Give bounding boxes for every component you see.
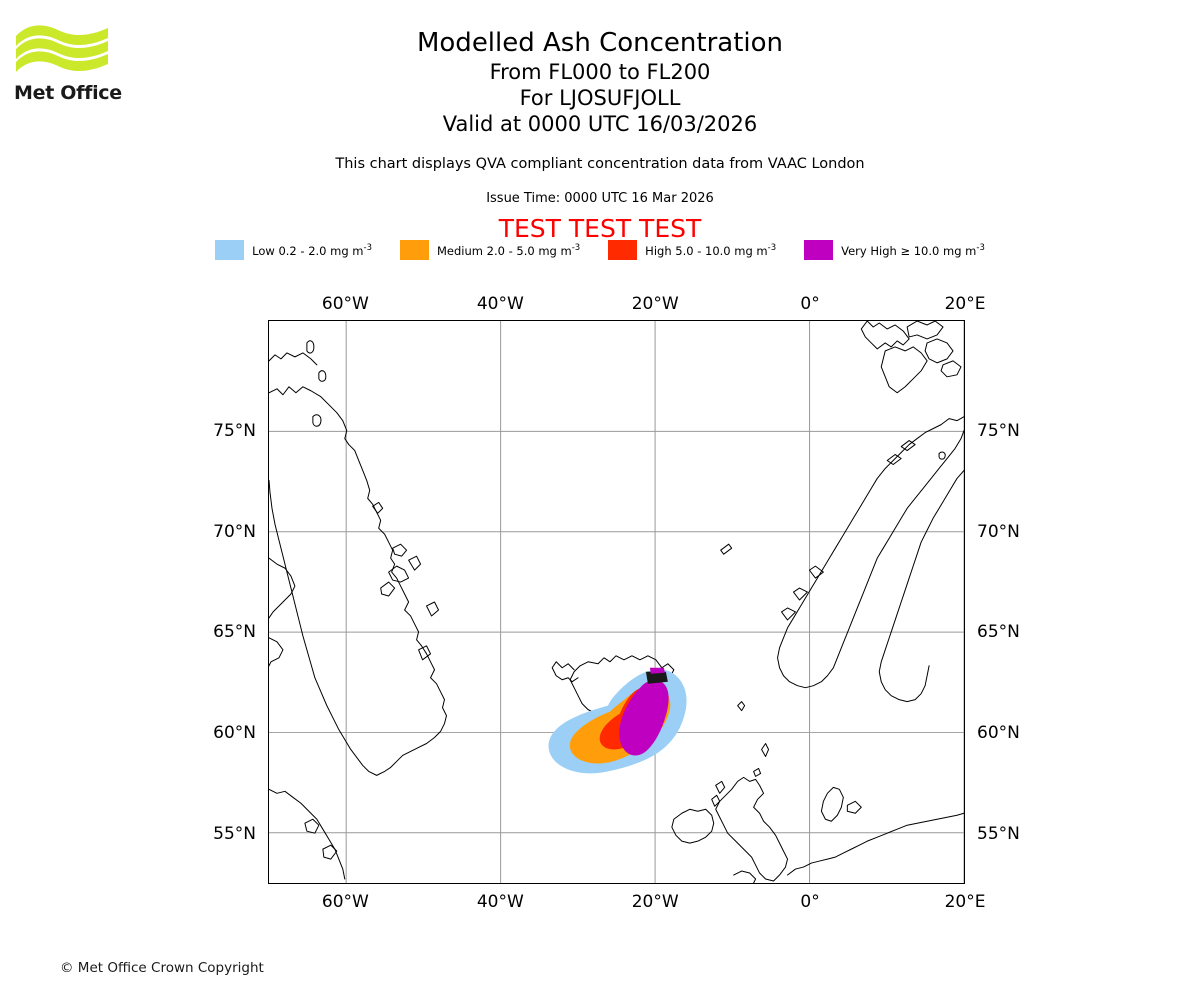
coastline-outer-hebrides xyxy=(715,780,726,794)
lat-label-left-70n: 70°N xyxy=(213,521,256,542)
coastline-great-britain xyxy=(715,776,789,882)
coastline-fjord-2 xyxy=(792,587,808,601)
coastline-jan-mayen xyxy=(720,543,733,555)
test-banner: TEST TEST TEST xyxy=(498,214,702,243)
coastline-greenland xyxy=(269,386,447,776)
lat-label-right-70n: 70°N xyxy=(977,521,1020,542)
coastline-greenland-fjord-7 xyxy=(418,645,432,661)
lon-label-bottom-60w: 60°W xyxy=(321,892,369,912)
coastline-labrador xyxy=(269,788,346,880)
valid-time: Valid at 0000 UTC 16/03/2026 xyxy=(442,112,758,136)
coastline-svalbard-east xyxy=(924,338,954,364)
met-office-logo-text: Met Office xyxy=(14,82,122,104)
coastline-svalbard-spitsbergen xyxy=(880,346,928,394)
coastline-island-1 xyxy=(306,340,315,354)
legend-swatch-high xyxy=(608,240,638,260)
coastline-baffin-2 xyxy=(269,637,284,667)
lon-label-bottom-20e: 20°E xyxy=(944,892,986,912)
ash-source-core xyxy=(649,667,665,674)
coastline-svalbard-west xyxy=(860,321,910,350)
coastline-greenland-fjord-1 xyxy=(372,501,384,514)
copyright-notice: © Met Office Crown Copyright xyxy=(60,960,264,976)
coastline-svalbard-edgeoya xyxy=(940,360,962,378)
coastline-north-greenland xyxy=(269,352,318,366)
lat-label-left-65n: 65°N xyxy=(213,622,256,643)
flight-level-range: From FL000 to FL200 xyxy=(489,60,711,84)
coastline-inner-hebrides xyxy=(711,794,721,807)
legend-swatch-low xyxy=(215,240,245,260)
coastline-denmark xyxy=(820,786,844,822)
coastline-greenland-fjord-6 xyxy=(426,601,440,617)
coastline-greenland-fjord-5 xyxy=(408,555,422,571)
legend-label-high: High 5.0 - 10.0 mg m-3 xyxy=(645,242,777,258)
coastline-greenland-fjord-2 xyxy=(392,543,408,557)
ash-contour-very-high xyxy=(619,680,669,756)
lon-label-top-0: 0° xyxy=(800,294,820,314)
legend-swatch-very-high xyxy=(804,240,834,260)
lon-label-top-40w: 40°W xyxy=(476,294,524,314)
lat-label-left-55n: 55°N xyxy=(213,823,256,844)
lon-label-bottom-40w: 40°W xyxy=(476,892,524,912)
issue-time: Issue Time: 0000 UTC 16 Mar 2026 xyxy=(486,191,714,206)
coastline-norway xyxy=(777,416,964,689)
coastline-shetland xyxy=(761,742,770,757)
lon-label-bottom-20w: 20°W xyxy=(631,892,679,912)
met-office-wave-mark xyxy=(16,25,108,72)
legend-label-very-high: Very High ≥ 10.0 mg m-3 xyxy=(841,242,985,258)
map-plot-area[interactable] xyxy=(268,320,965,884)
legend-item-high: High 5.0 - 10.0 mg m-3 xyxy=(608,240,776,260)
coastline-continental-europe xyxy=(787,812,964,876)
coastline-france xyxy=(733,870,757,883)
lon-label-top-20w: 20°W xyxy=(631,294,679,314)
legend-label-low: Low 0.2 - 2.0 mg m-3 xyxy=(252,242,372,258)
lat-label-right-55n: 55°N xyxy=(977,823,1020,844)
page-title: Modelled Ash Concentration xyxy=(416,28,784,58)
coastline-zealand xyxy=(846,800,862,814)
ash-concentration-map[interactable]: 60°W 40°W 20°W 0° 20°E 60°W 40°W 20°W 0°… xyxy=(213,294,1020,912)
lon-label-top-60w: 60°W xyxy=(321,294,369,314)
coastline-island-nfl xyxy=(322,844,338,860)
lat-label-right-75n: 75°N xyxy=(977,420,1020,441)
ash-plume-contours xyxy=(548,667,687,774)
volcano-name: For LJOSUFJOLL xyxy=(519,86,681,110)
lon-label-bottom-0: 0° xyxy=(800,892,820,912)
coastline-bear-island xyxy=(938,451,946,460)
coastline-iceland-westfjords xyxy=(551,661,579,683)
legend-item-very-high: Very High ≥ 10.0 mg m-3 xyxy=(804,240,985,260)
coastline-greenland-fjord-3 xyxy=(388,565,410,583)
graticule-grid xyxy=(269,321,964,883)
lat-label-right-60n: 60°N xyxy=(977,722,1020,743)
lat-label-left-60n: 60°N xyxy=(213,722,256,743)
coastline-island-2 xyxy=(318,370,327,382)
coastline-island-3 xyxy=(312,414,322,427)
legend-item-low: Low 0.2 - 2.0 mg m-3 xyxy=(215,240,372,260)
coastline-greenland-fjord-4 xyxy=(380,581,396,597)
map-canvas xyxy=(269,321,964,883)
legend-swatch-medium xyxy=(399,240,429,260)
coastline-newfoundland xyxy=(304,818,320,834)
coastline-orkney xyxy=(753,767,762,777)
met-office-logo: Met Office xyxy=(14,22,124,114)
coastline-fjord-1 xyxy=(808,565,824,579)
coastline-lofoten-2 xyxy=(886,454,902,465)
coastline-svalbard-north xyxy=(906,321,944,340)
ash-source-marker xyxy=(645,671,668,684)
coastlines xyxy=(269,321,964,883)
chart-title-block: Modelled Ash Concentration From FL000 to… xyxy=(0,28,1200,137)
lon-label-top-20e: 20°E xyxy=(944,294,986,314)
coastline-faroes xyxy=(737,701,746,712)
coastline-sweden-baltic xyxy=(878,469,964,703)
concentration-legend: Low 0.2 - 2.0 mg m-3 Medium 2.0 - 5.0 mg… xyxy=(0,240,1200,260)
lat-label-left-75n: 75°N xyxy=(213,420,256,441)
lat-label-right-65n: 65°N xyxy=(977,622,1020,643)
coastline-baffin xyxy=(269,557,296,619)
legend-item-medium: Medium 2.0 - 5.0 mg m-3 xyxy=(399,240,581,260)
legend-label-medium: Medium 2.0 - 5.0 mg m-3 xyxy=(436,242,581,258)
coastline-fjord-3 xyxy=(781,607,796,621)
coastline-ireland xyxy=(671,808,715,844)
qva-notice: This chart displays QVA compliant concen… xyxy=(335,156,865,172)
coastline-lofoten xyxy=(900,440,916,452)
